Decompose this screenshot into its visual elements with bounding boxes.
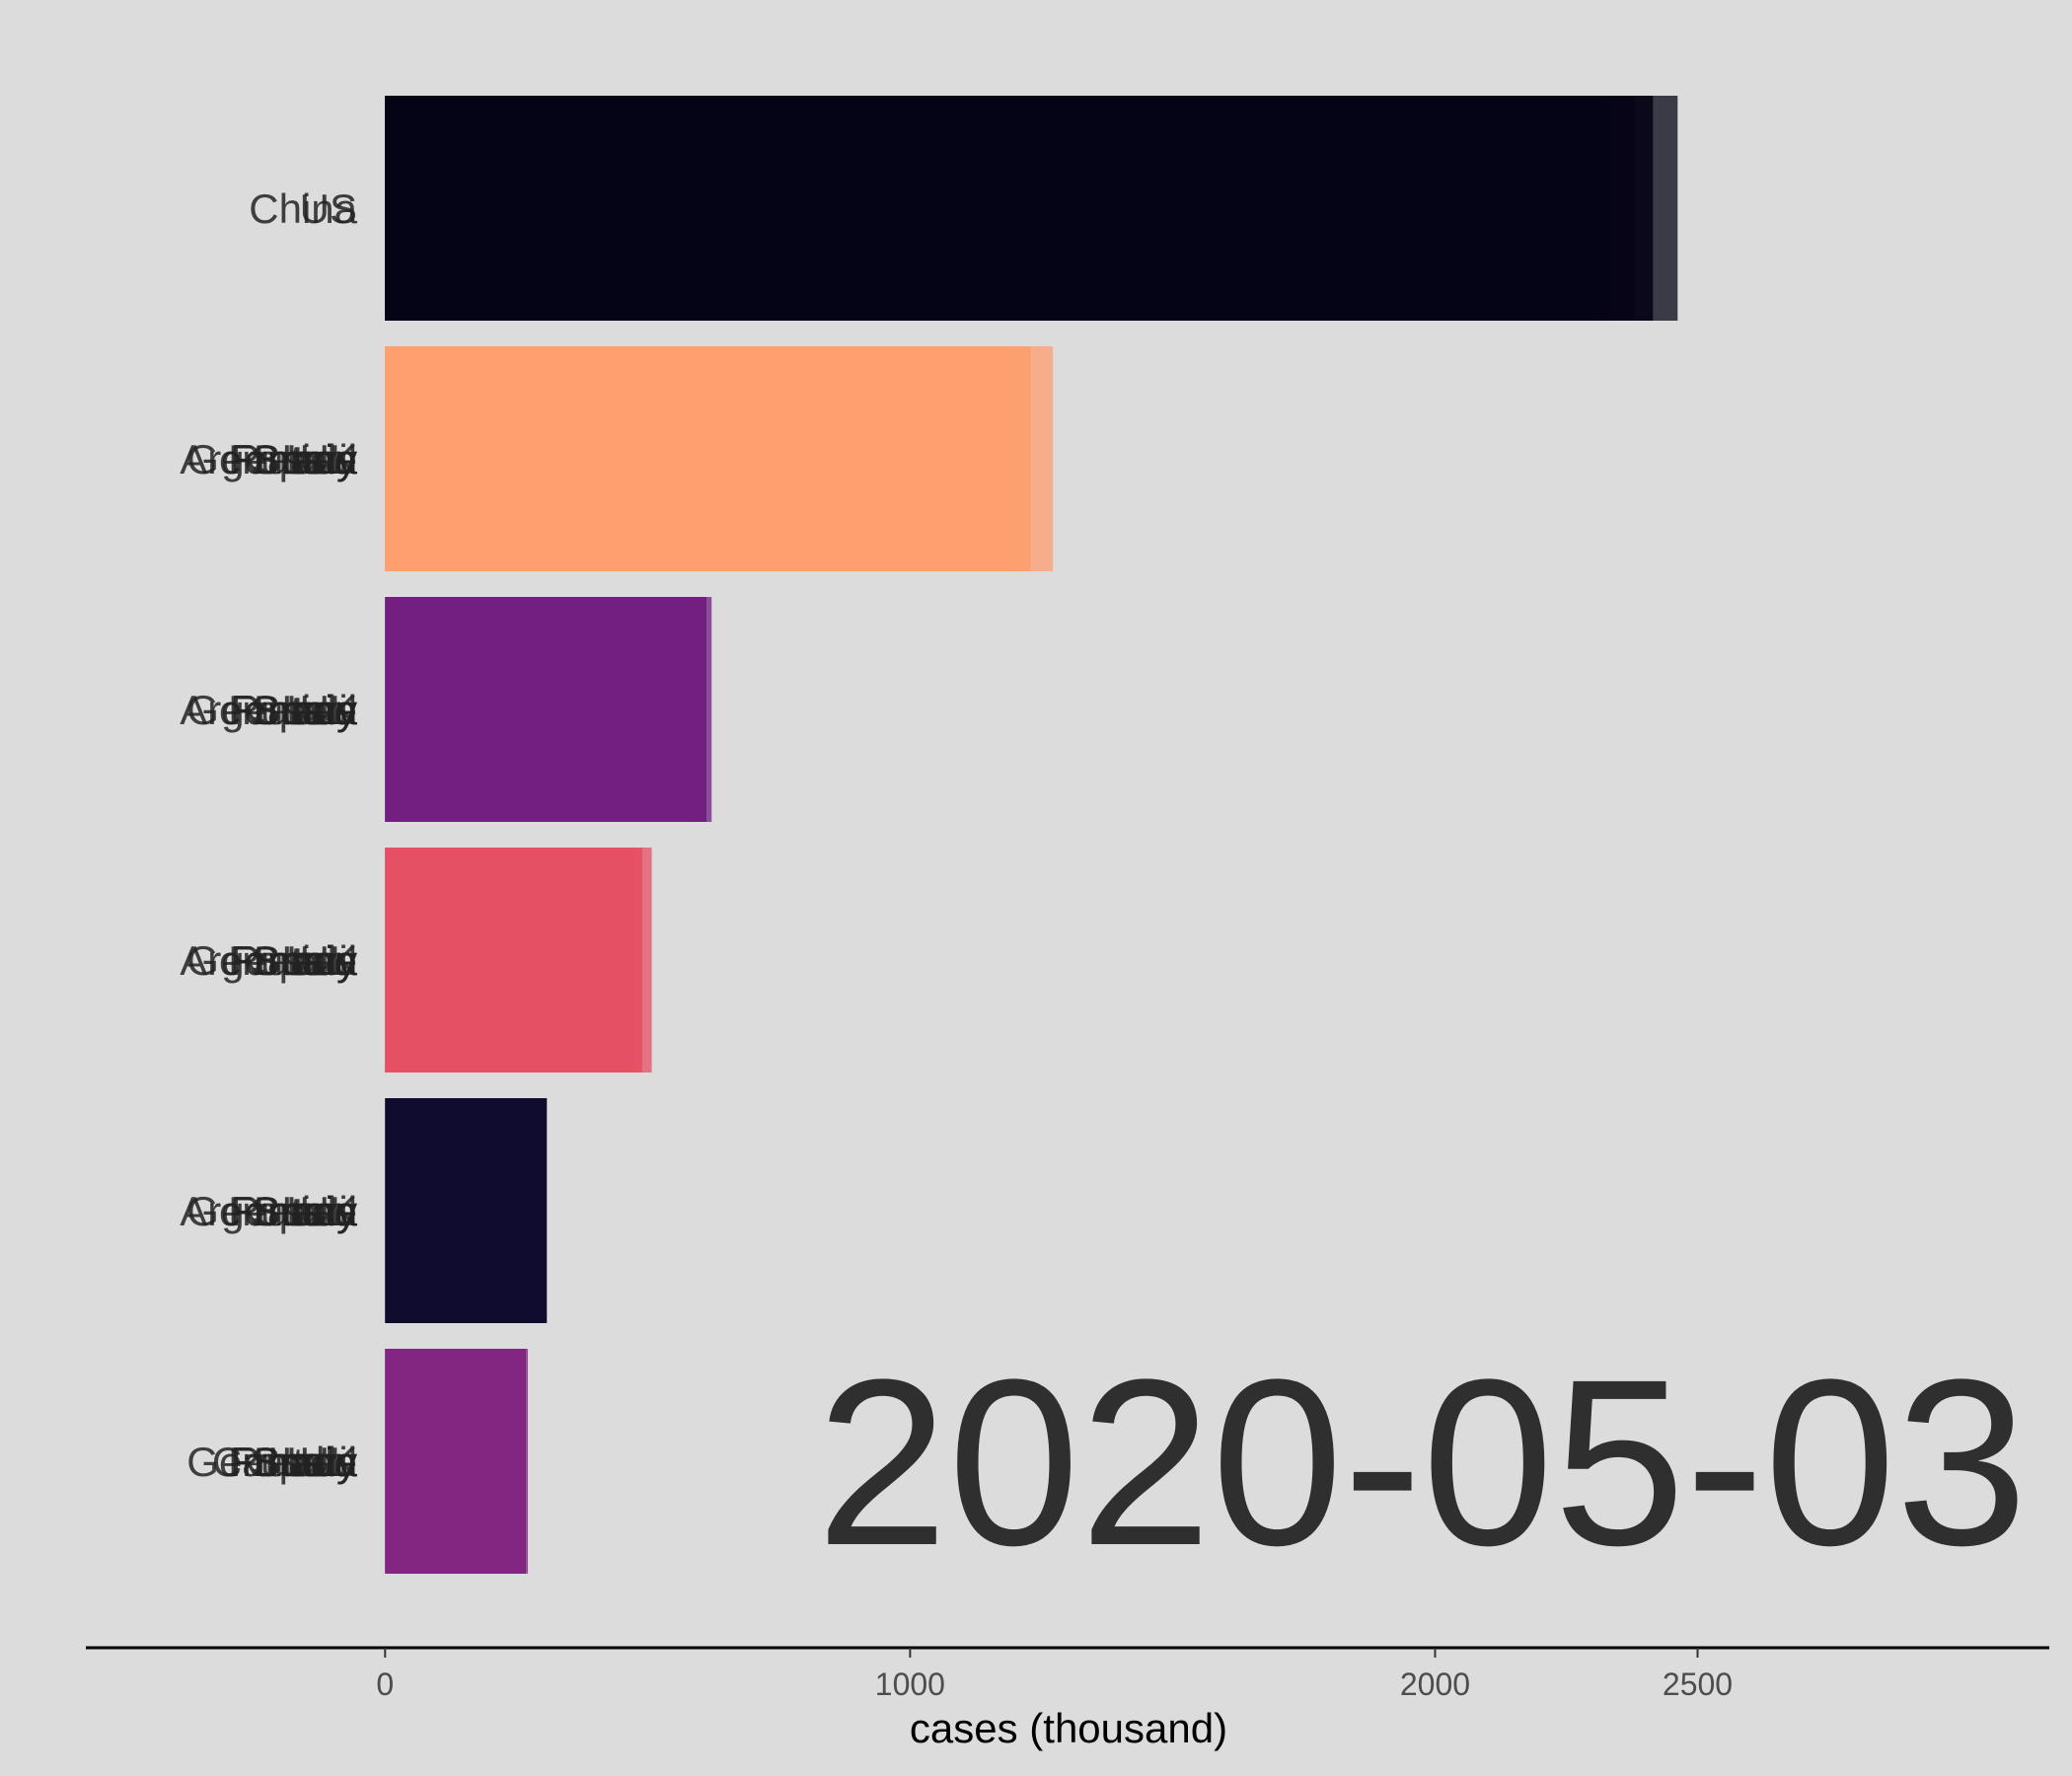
category-label: France <box>228 1439 357 1485</box>
category-label: UK <box>300 1188 357 1234</box>
category-label: Argentina <box>180 436 357 482</box>
category-label: Italy <box>281 1188 357 1234</box>
category-label: Argentina <box>180 687 357 733</box>
x-tick-label: 0 <box>376 1666 394 1702</box>
category-label: Italy <box>281 937 357 984</box>
x-tick-label: 2000 <box>1400 1666 1470 1702</box>
bar <box>385 346 1010 571</box>
bar <box>385 96 1609 321</box>
category-label: Brazil <box>254 436 357 482</box>
bar <box>385 1349 526 1574</box>
category-label: Germany <box>186 937 357 984</box>
category-label: Brazil <box>254 1188 357 1234</box>
x-tick-label: 2500 <box>1663 1666 1733 1702</box>
category-label: Iran <box>286 436 357 482</box>
category-label: UK <box>300 436 357 482</box>
category-label: US <box>300 185 357 232</box>
category-label: UK <box>300 1439 357 1485</box>
category-label: Brazil <box>254 937 357 984</box>
category-label: Iran <box>286 687 357 733</box>
category-label: Germany <box>186 1188 357 1234</box>
category-labels: ChinaUSSpainItalyFranceGermanyIranBrazil… <box>180 185 357 1485</box>
date-overlay: 2020-05-03 <box>816 1330 2028 1594</box>
category-label: France <box>228 1188 357 1234</box>
category-label: UK <box>300 687 357 733</box>
category-label: Brazil <box>254 687 357 733</box>
x-tick-label: 1000 <box>875 1666 945 1702</box>
category-label: UK <box>300 937 357 984</box>
category-label: Iran <box>286 1188 357 1234</box>
category-label: Brazil <box>254 1439 357 1485</box>
category-label: France <box>228 937 357 984</box>
category-label: Spain <box>252 937 357 984</box>
bar <box>385 1098 548 1323</box>
category-label: Germany <box>186 687 357 733</box>
category-label: Spain <box>252 436 357 482</box>
category-label: Italy <box>281 436 357 482</box>
category-label: Spain <box>252 1439 357 1485</box>
category-label: Russia <box>231 1188 358 1234</box>
category-label: Iran <box>286 937 357 984</box>
category-label: Italy <box>281 687 357 733</box>
category-label: Germany <box>186 1439 357 1485</box>
category-label: India <box>267 1439 358 1485</box>
category-label: Canada <box>212 1439 358 1485</box>
bars <box>385 96 1678 1574</box>
category-label: Argentina <box>180 937 357 984</box>
category-label: Italy <box>281 1439 357 1485</box>
category-label: Iran <box>286 1439 357 1485</box>
x-axis-ticks: 0 1000 2000 2500 <box>376 1648 1733 1702</box>
category-label: Spain <box>252 1188 357 1234</box>
category-label: Argentina <box>180 1188 357 1234</box>
category-label: Russia <box>231 937 358 984</box>
category-label: France <box>228 436 357 482</box>
category-label: China <box>249 185 357 232</box>
bar <box>385 848 635 1073</box>
category-label: Russia <box>231 687 358 733</box>
category-label: France <box>228 687 357 733</box>
category-label: Russia <box>231 1439 358 1485</box>
x-axis-label: cases (thousand) <box>910 1705 1227 1751</box>
category-label: Spain <box>252 687 357 733</box>
bar <box>385 597 706 822</box>
category-label: Germany <box>186 436 357 482</box>
category-label: Russia <box>231 436 358 482</box>
